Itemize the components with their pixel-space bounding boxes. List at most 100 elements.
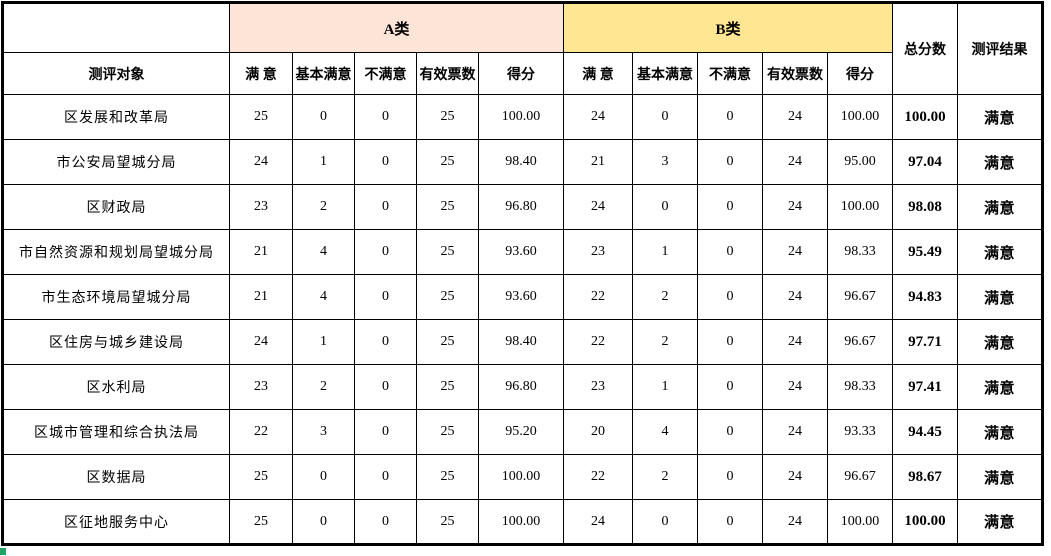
vote-data-cell[interactable]: 24: [563, 499, 633, 545]
vote-data-cell[interactable]: 23: [563, 229, 633, 275]
vote-data-cell[interactable]: 0: [354, 139, 417, 185]
total-score-cell[interactable]: 98.67: [892, 454, 958, 500]
vote-data-cell[interactable]: 24: [762, 139, 828, 185]
result-cell[interactable]: 满意: [957, 364, 1043, 410]
vote-data-cell[interactable]: 2: [292, 364, 355, 410]
vote-data-cell[interactable]: 22: [563, 319, 633, 365]
total-score-cell[interactable]: 94.45: [892, 409, 958, 455]
score-header-a[interactable]: 得分: [478, 52, 564, 95]
vote-data-cell[interactable]: 98.33: [827, 364, 893, 410]
result-cell[interactable]: 满意: [957, 229, 1043, 275]
vote-data-cell[interactable]: 95.20: [478, 409, 564, 455]
valid-votes-header-a[interactable]: 有效票数: [416, 52, 479, 95]
vote-data-cell[interactable]: 0: [697, 319, 763, 365]
vote-data-cell[interactable]: 96.67: [827, 454, 893, 500]
vote-data-cell[interactable]: 96.80: [478, 184, 564, 230]
vote-data-cell[interactable]: 0: [697, 364, 763, 410]
result-cell[interactable]: 满意: [957, 499, 1043, 545]
vote-data-cell[interactable]: 0: [697, 499, 763, 545]
vote-data-cell[interactable]: 0: [632, 94, 698, 140]
vote-data-cell[interactable]: 24: [563, 94, 633, 140]
vote-data-cell[interactable]: 0: [697, 454, 763, 500]
vote-data-cell[interactable]: 1: [632, 364, 698, 410]
vote-data-cell[interactable]: 0: [632, 499, 698, 545]
vote-data-cell[interactable]: 25: [229, 454, 293, 500]
vote-data-cell[interactable]: 0: [697, 229, 763, 275]
vote-data-cell[interactable]: 3: [632, 139, 698, 185]
vote-data-cell[interactable]: 0: [354, 319, 417, 365]
vote-data-cell[interactable]: 2: [632, 454, 698, 500]
total-score-cell[interactable]: 94.83: [892, 274, 958, 320]
vote-data-cell[interactable]: 0: [632, 184, 698, 230]
vote-data-cell[interactable]: 0: [354, 499, 417, 545]
vote-data-cell[interactable]: 0: [354, 184, 417, 230]
result-cell[interactable]: 满意: [957, 184, 1043, 230]
vote-data-cell[interactable]: 24: [762, 409, 828, 455]
vote-data-cell[interactable]: 0: [354, 409, 417, 455]
vote-data-cell[interactable]: 24: [762, 364, 828, 410]
vote-data-cell[interactable]: 100.00: [478, 499, 564, 545]
total-score-header[interactable]: 总分数: [892, 2, 958, 95]
vote-data-cell[interactable]: 25: [416, 499, 479, 545]
vote-data-cell[interactable]: 20: [563, 409, 633, 455]
vote-data-cell[interactable]: 98.40: [478, 139, 564, 185]
object-header[interactable]: 测评对象: [2, 52, 230, 95]
vote-data-cell[interactable]: 0: [354, 454, 417, 500]
org-name-cell[interactable]: 市生态环境局望城分局: [2, 274, 230, 320]
vote-data-cell[interactable]: 3: [292, 409, 355, 455]
vote-data-cell[interactable]: 24: [563, 184, 633, 230]
vote-data-cell[interactable]: 25: [416, 274, 479, 320]
vote-data-cell[interactable]: 21: [563, 139, 633, 185]
vote-data-cell[interactable]: 96.67: [827, 319, 893, 365]
org-name-cell[interactable]: 区水利局: [2, 364, 230, 410]
vote-data-cell[interactable]: 24: [762, 184, 828, 230]
vote-data-cell[interactable]: 25: [416, 454, 479, 500]
org-name-cell[interactable]: 市自然资源和规划局望城分局: [2, 229, 230, 275]
vote-data-cell[interactable]: 24: [762, 499, 828, 545]
org-name-cell[interactable]: 区住房与城乡建设局: [2, 319, 230, 365]
vote-data-cell[interactable]: 23: [229, 184, 293, 230]
vote-data-cell[interactable]: 0: [292, 454, 355, 500]
vote-data-cell[interactable]: 2: [292, 184, 355, 230]
satisfied-header-b[interactable]: 满 意: [563, 52, 633, 95]
vote-data-cell[interactable]: 100.00: [478, 94, 564, 140]
vote-data-cell[interactable]: 24: [762, 229, 828, 275]
corner-cell[interactable]: [2, 2, 230, 53]
vote-data-cell[interactable]: 0: [697, 139, 763, 185]
vote-data-cell[interactable]: 2: [632, 319, 698, 365]
satisfied-header-a[interactable]: 满 意: [229, 52, 293, 95]
unsatisfied-header-b[interactable]: 不满意: [697, 52, 763, 95]
org-name-cell[interactable]: 区征地服务中心: [2, 499, 230, 545]
vote-data-cell[interactable]: 0: [697, 274, 763, 320]
vote-data-cell[interactable]: 1: [292, 139, 355, 185]
vote-data-cell[interactable]: 95.00: [827, 139, 893, 185]
vote-data-cell[interactable]: 24: [762, 454, 828, 500]
vote-data-cell[interactable]: 25: [416, 184, 479, 230]
vote-data-cell[interactable]: 0: [292, 94, 355, 140]
vote-data-cell[interactable]: 93.33: [827, 409, 893, 455]
vote-data-cell[interactable]: 25: [416, 229, 479, 275]
result-cell[interactable]: 满意: [957, 139, 1043, 185]
total-score-cell[interactable]: 100.00: [892, 499, 958, 545]
total-score-cell[interactable]: 97.41: [892, 364, 958, 410]
vote-data-cell[interactable]: 25: [416, 139, 479, 185]
org-name-cell[interactable]: 市公安局望城分局: [2, 139, 230, 185]
basically-satisfied-header-a[interactable]: 基本满意: [292, 52, 355, 95]
vote-data-cell[interactable]: 25: [416, 409, 479, 455]
vote-data-cell[interactable]: 100.00: [827, 184, 893, 230]
basically-satisfied-header-b[interactable]: 基本满意: [632, 52, 698, 95]
vote-data-cell[interactable]: 22: [563, 274, 633, 320]
vote-data-cell[interactable]: 21: [229, 229, 293, 275]
org-name-cell[interactable]: 区城市管理和综合执法局: [2, 409, 230, 455]
vote-data-cell[interactable]: 25: [229, 499, 293, 545]
selection-fill-handle[interactable]: [0, 548, 6, 555]
valid-votes-header-b[interactable]: 有效票数: [762, 52, 828, 95]
vote-data-cell[interactable]: 1: [292, 319, 355, 365]
total-score-cell[interactable]: 97.71: [892, 319, 958, 365]
vote-data-cell[interactable]: 24: [762, 319, 828, 365]
vote-data-cell[interactable]: 22: [563, 454, 633, 500]
total-score-cell[interactable]: 95.49: [892, 229, 958, 275]
vote-data-cell[interactable]: 2: [632, 274, 698, 320]
total-score-cell[interactable]: 98.08: [892, 184, 958, 230]
total-score-cell[interactable]: 97.04: [892, 139, 958, 185]
